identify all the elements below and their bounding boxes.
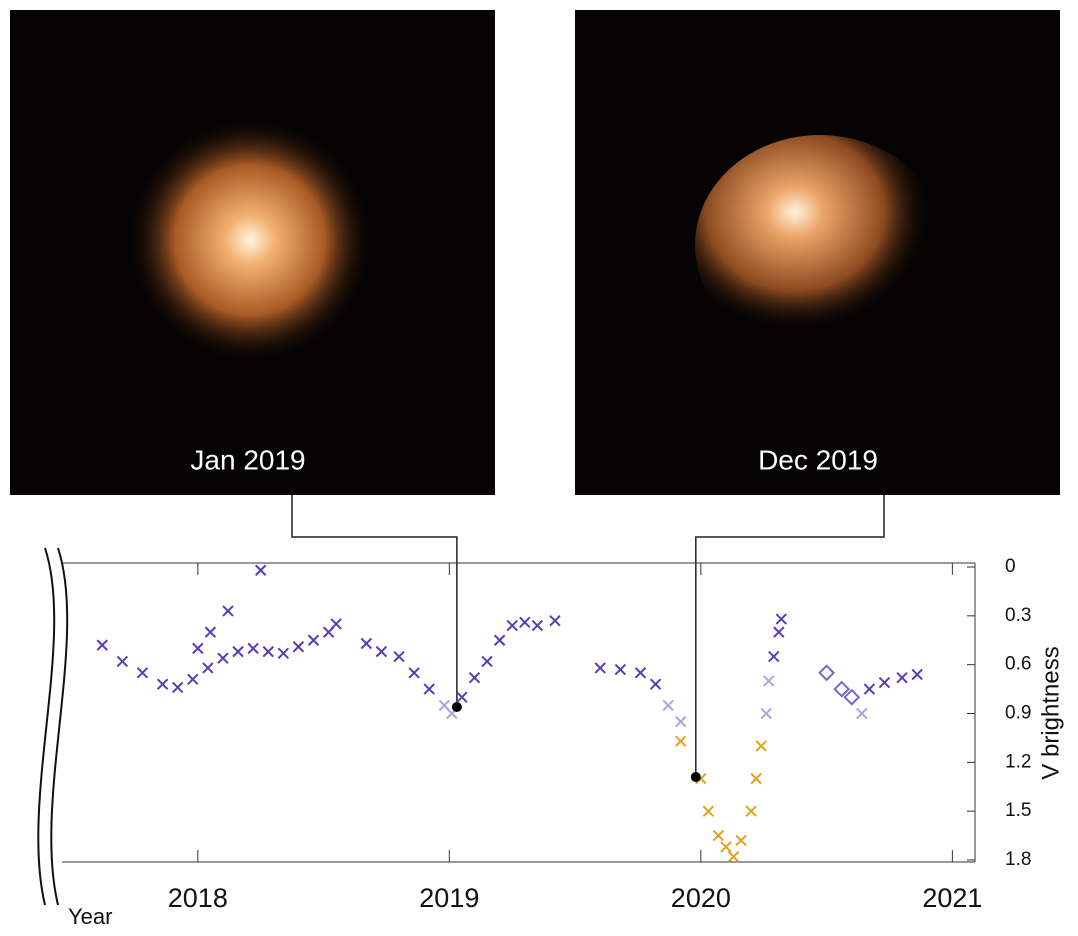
y-tick-label: 1.8 [1005,849,1031,870]
point [331,619,341,629]
y-axis-label: V brightness [1037,646,1064,779]
point [879,678,889,688]
point [897,673,907,683]
point [452,702,462,712]
point [97,640,107,650]
x-tick-label: 2019 [419,883,479,913]
point [482,656,492,666]
x-tick-label: 2018 [168,883,228,913]
point [721,842,731,852]
point [764,676,774,686]
point [820,666,834,680]
point [117,656,127,666]
point [595,663,605,673]
point [751,774,761,784]
point [223,606,233,616]
point [205,627,215,637]
point [736,835,746,845]
y-tick-label: 0.9 [1005,703,1031,724]
point [248,643,258,653]
point [173,682,183,692]
x-tick-label: 2021 [922,883,982,913]
point [256,565,266,575]
point [218,653,228,663]
point [188,674,198,684]
y-tick-label: 0 [1005,556,1016,577]
point [376,647,386,657]
point [729,852,739,862]
point [469,673,479,683]
point [203,663,213,673]
y-tick-label: 1.5 [1005,800,1031,821]
point [263,647,273,657]
image-label: Jan 2019 [190,444,305,475]
point [676,736,686,746]
point [532,621,542,631]
point [137,668,147,678]
connector [696,495,884,777]
point [507,621,517,631]
connector [292,495,457,707]
point [912,669,922,679]
point [663,700,673,710]
point [635,668,645,678]
x-axis-label: Year [68,904,112,929]
point [713,831,723,841]
image-label: Dec 2019 [758,444,878,475]
figure: Jan 2019 Dec 2019 0 0.3 0.6 0.9 1.2 1.5 1.8 201… [0,0,1078,931]
star-jan [125,115,375,365]
point [457,692,467,702]
point [233,647,243,657]
y-tick-label: 1.2 [1005,751,1031,772]
point [676,717,686,727]
point [691,772,701,782]
point [746,806,756,816]
point [776,614,786,624]
point [293,642,303,652]
point [769,652,779,662]
y-tick-label: 0.3 [1005,605,1031,626]
point [615,665,625,675]
x-tick-label: 2020 [671,883,731,913]
axis-break [38,548,67,905]
point [394,652,404,662]
point [158,679,168,689]
star-dec [695,135,945,355]
point [857,709,867,719]
point [774,627,784,637]
point [864,684,874,694]
point [361,639,371,649]
y-tick-label: 0.6 [1005,654,1031,675]
point [278,648,288,658]
point [550,616,560,626]
point [424,684,434,694]
point [193,643,203,653]
point [495,635,505,645]
point [651,679,661,689]
point [756,741,766,751]
point [309,635,319,645]
point [703,806,713,816]
point [409,668,419,678]
point [761,709,771,719]
point [520,617,530,627]
